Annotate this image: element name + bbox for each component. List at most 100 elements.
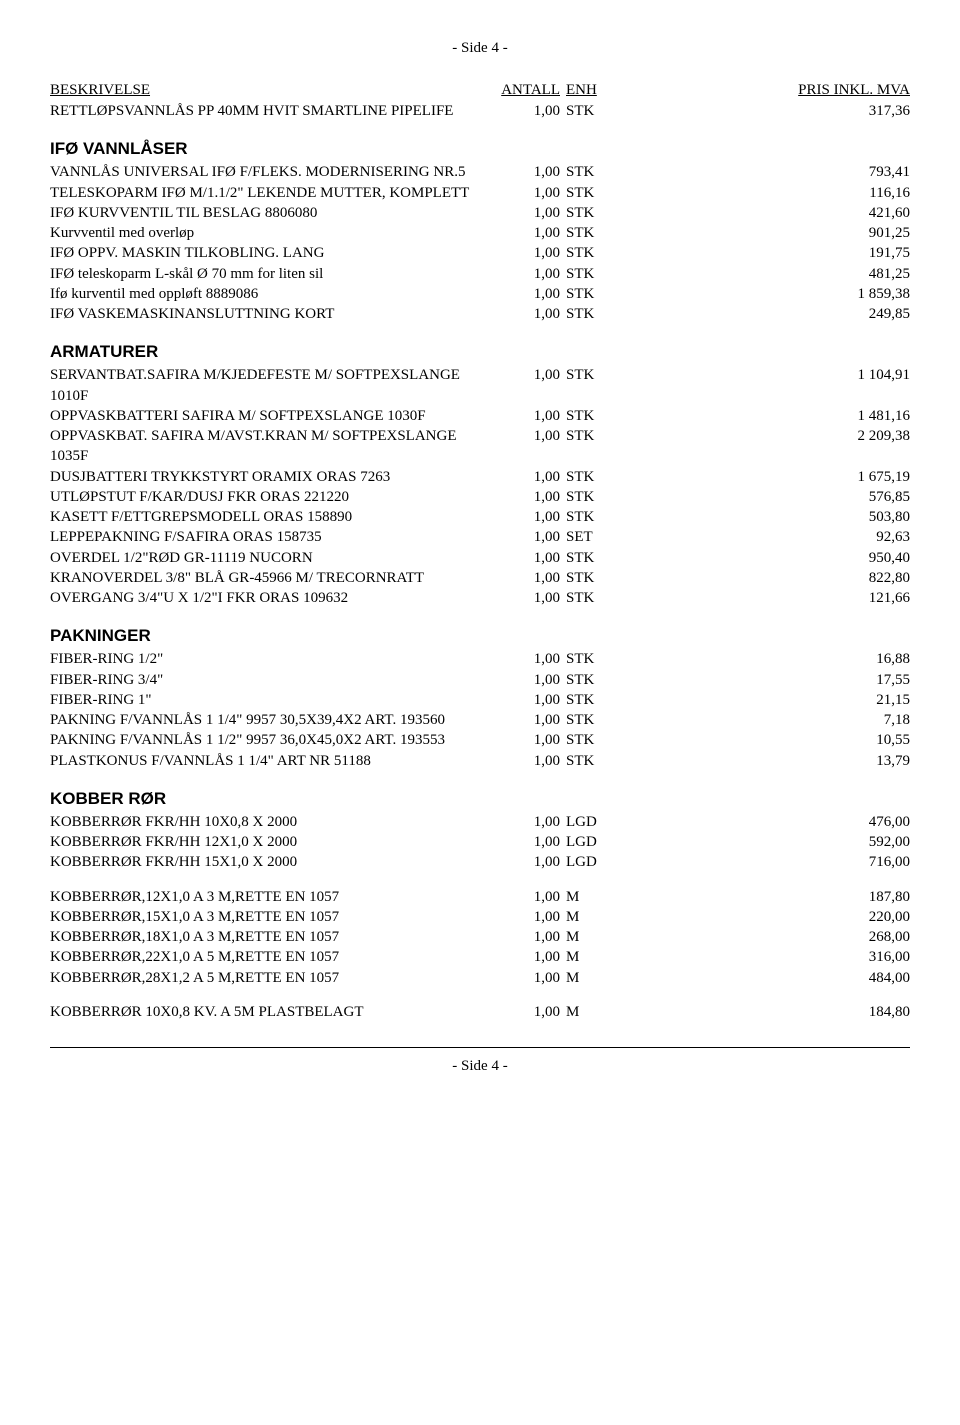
cell-desc: KOBBERRØR 10X0,8 KV. A 5M PLASTBELAGT	[50, 1002, 480, 1022]
row-spacer	[50, 988, 910, 1002]
section-title: KOBBER RØR	[50, 789, 910, 809]
cell-desc: RETTLØPSVANNLÅS PP 40MM HVIT SMARTLINE P…	[50, 101, 480, 121]
cell-desc: FIBER-RING 3/4"	[50, 670, 480, 690]
cell-unit: SET	[566, 527, 616, 547]
cell-unit: LGD	[566, 832, 616, 852]
cell-unit: STK	[566, 101, 616, 121]
table-row: KASETT F/ETTGREPSMODELL ORAS 1588901,00S…	[50, 507, 910, 527]
cell-desc: KOBBERRØR,15X1,0 A 3 M,RETTE EN 1057	[50, 907, 480, 927]
cell-price: 268,00	[616, 927, 910, 947]
cell-qty: 1,00	[480, 507, 566, 527]
cell-desc: KOBBERRØR,28X1,2 A 5 M,RETTE EN 1057	[50, 968, 480, 988]
content-area: RETTLØPSVANNLÅS PP 40MM HVIT SMARTLINE P…	[50, 101, 910, 1022]
cell-unit: STK	[566, 548, 616, 568]
table-row: OVERDEL 1/2"RØD GR-11119 NUCORN1,00STK95…	[50, 548, 910, 568]
cell-desc: OPPVASKBATTERI SAFIRA M/ SOFTPEXSLANGE 1…	[50, 406, 480, 426]
table-row: FIBER-RING 1"1,00STK21,15	[50, 690, 910, 710]
page-footer: - Side 4 -	[50, 1058, 910, 1075]
cell-qty: 1,00	[480, 832, 566, 852]
table-row: KOBBERRØR FKR/HH 12X1,0 X 20001,00LGD592…	[50, 832, 910, 852]
cell-desc: LEPPEPAKNING F/SAFIRA ORAS 158735	[50, 527, 480, 547]
table-row: VANNLÅS UNIVERSAL IFØ F/FLEKS. MODERNISE…	[50, 162, 910, 182]
cell-unit: STK	[566, 243, 616, 263]
cell-qty: 1,00	[480, 527, 566, 547]
cell-qty: 1,00	[480, 365, 566, 406]
cell-unit: STK	[566, 183, 616, 203]
cell-unit: STK	[566, 649, 616, 669]
cell-price: 421,60	[616, 203, 910, 223]
cell-price: 184,80	[616, 1002, 910, 1022]
cell-qty: 1,00	[480, 406, 566, 426]
cell-desc: OVERGANG 3/4"U X 1/2"I FKR ORAS 109632	[50, 588, 480, 608]
col-desc: BESKRIVELSE	[50, 82, 480, 99]
cell-unit: M	[566, 1002, 616, 1022]
cell-desc: IFØ KURVVENTIL TIL BESLAG 8806080	[50, 203, 480, 223]
page-header: - Side 4 -	[50, 40, 910, 57]
cell-price: 10,55	[616, 730, 910, 750]
cell-qty: 1,00	[480, 183, 566, 203]
cell-unit: LGD	[566, 812, 616, 832]
table-row: SERVANTBAT.SAFIRA M/KJEDEFESTE M/ SOFTPE…	[50, 365, 910, 406]
cell-desc: IFØ teleskoparm L-skål Ø 70 mm for liten…	[50, 264, 480, 284]
cell-unit: STK	[566, 487, 616, 507]
cell-price: 7,18	[616, 710, 910, 730]
cell-qty: 1,00	[480, 907, 566, 927]
cell-desc: KASETT F/ETTGREPSMODELL ORAS 158890	[50, 507, 480, 527]
table-row: KOBBERRØR,12X1,0 A 3 M,RETTE EN 10571,00…	[50, 887, 910, 907]
table-row: KOBBERRØR,22X1,0 A 5 M,RETTE EN 10571,00…	[50, 947, 910, 967]
cell-desc: FIBER-RING 1"	[50, 690, 480, 710]
cell-qty: 1,00	[480, 588, 566, 608]
table-row: FIBER-RING 3/4"1,00STK17,55	[50, 670, 910, 690]
cell-qty: 1,00	[480, 203, 566, 223]
cell-qty: 1,00	[480, 1002, 566, 1022]
cell-unit: STK	[566, 223, 616, 243]
cell-desc: SERVANTBAT.SAFIRA M/KJEDEFESTE M/ SOFTPE…	[50, 365, 480, 406]
cell-unit: STK	[566, 467, 616, 487]
cell-price: 92,63	[616, 527, 910, 547]
cell-qty: 1,00	[480, 649, 566, 669]
cell-desc: OPPVASKBAT. SAFIRA M/AVST.KRAN M/ SOFTPE…	[50, 426, 480, 467]
cell-qty: 1,00	[480, 101, 566, 121]
cell-desc: KOBBERRØR,12X1,0 A 3 M,RETTE EN 1057	[50, 887, 480, 907]
cell-price: 901,25	[616, 223, 910, 243]
cell-qty: 1,00	[480, 947, 566, 967]
table-row: KOBBERRØR,18X1,0 A 3 M,RETTE EN 10571,00…	[50, 927, 910, 947]
col-qty: ANTALL	[480, 82, 566, 99]
table-row: DUSJBATTERI TRYKKSTYRT ORAMIX ORAS 72631…	[50, 467, 910, 487]
cell-desc: KOBBERRØR,18X1,0 A 3 M,RETTE EN 1057	[50, 927, 480, 947]
cell-price: 187,80	[616, 887, 910, 907]
cell-unit: STK	[566, 406, 616, 426]
cell-unit: STK	[566, 568, 616, 588]
table-row: OPPVASKBAT. SAFIRA M/AVST.KRAN M/ SOFTPE…	[50, 426, 910, 467]
cell-price: 21,15	[616, 690, 910, 710]
cell-desc: TELESKOPARM IFØ M/1.1/2" LEKENDE MUTTER,…	[50, 183, 480, 203]
section-title: PAKNINGER	[50, 626, 910, 646]
table-row: OPPVASKBATTERI SAFIRA M/ SOFTPEXSLANGE 1…	[50, 406, 910, 426]
table-row: UTLØPSTUT F/KAR/DUSJ FKR ORAS 2212201,00…	[50, 487, 910, 507]
table-row: IFØ OPPV. MASKIN TILKOBLING. LANG1,00STK…	[50, 243, 910, 263]
table-row: Kurvventil med overløp1,00STK901,25	[50, 223, 910, 243]
cell-unit: STK	[566, 751, 616, 771]
cell-desc: PLASTKONUS F/VANNLÅS 1 1/4" ART NR 51188	[50, 751, 480, 771]
cell-desc: OVERDEL 1/2"RØD GR-11119 NUCORN	[50, 548, 480, 568]
cell-unit: STK	[566, 284, 616, 304]
footer-rule	[50, 1047, 910, 1048]
cell-qty: 1,00	[480, 812, 566, 832]
table-row: OVERGANG 3/4"U X 1/2"I FKR ORAS 1096321,…	[50, 588, 910, 608]
cell-price: 481,25	[616, 264, 910, 284]
cell-price: 503,80	[616, 507, 910, 527]
cell-unit: STK	[566, 264, 616, 284]
cell-qty: 1,00	[480, 751, 566, 771]
table-row: Ifø kurventil med oppløft 88890861,00STK…	[50, 284, 910, 304]
cell-qty: 1,00	[480, 467, 566, 487]
cell-qty: 1,00	[480, 710, 566, 730]
cell-unit: STK	[566, 426, 616, 467]
row-spacer	[50, 873, 910, 887]
table-row: KOBBERRØR FKR/HH 15X1,0 X 20001,00LGD716…	[50, 852, 910, 872]
cell-desc: PAKNING F/VANNLÅS 1 1/4" 9957 30,5X39,4X…	[50, 710, 480, 730]
table-row: PLASTKONUS F/VANNLÅS 1 1/4" ART NR 51188…	[50, 751, 910, 771]
cell-unit: M	[566, 907, 616, 927]
cell-unit: STK	[566, 730, 616, 750]
cell-price: 822,80	[616, 568, 910, 588]
cell-desc: FIBER-RING 1/2"	[50, 649, 480, 669]
